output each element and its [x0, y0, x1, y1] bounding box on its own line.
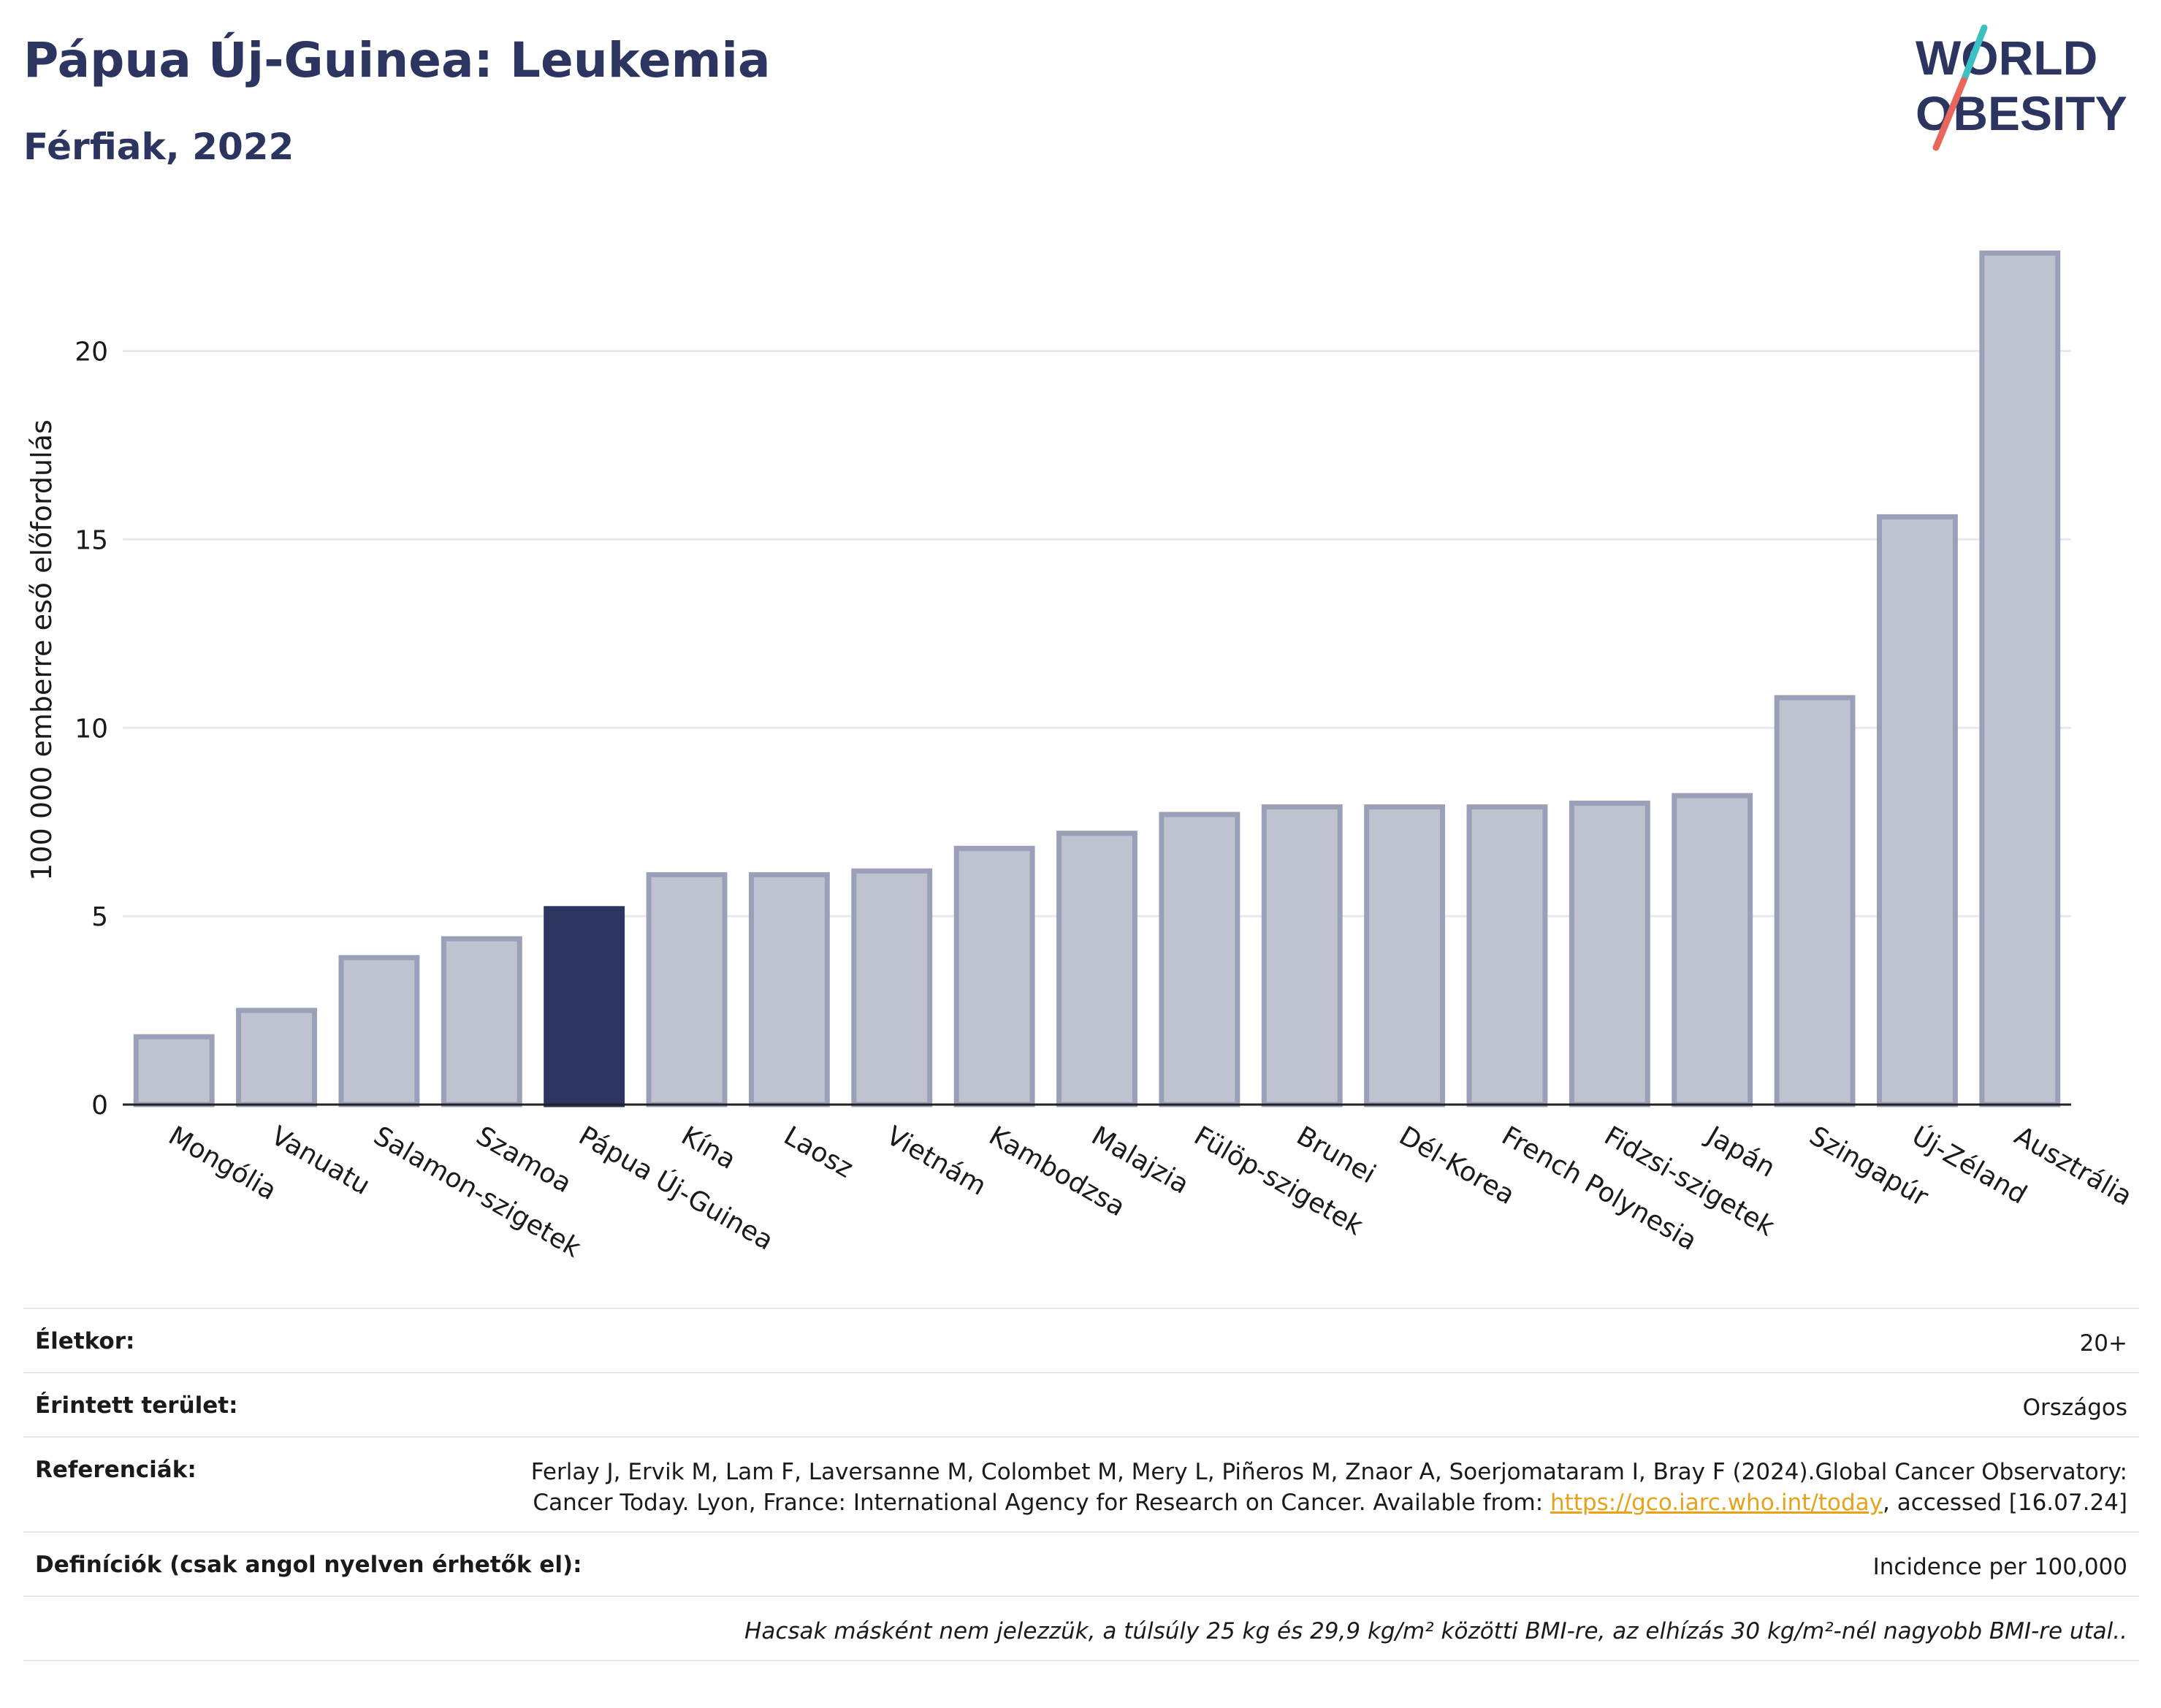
bar-Vietnám[interactable] [851, 868, 933, 1107]
logo-slash-coral [1932, 77, 1967, 151]
bar-Dél-Korea[interactable] [1364, 804, 1446, 1107]
footnote: Hacsak másként nem jelezzük, a túlsúly 2… [744, 1618, 2127, 1644]
x-tick-label: Japán [1700, 1120, 1780, 1183]
x-tick-label: Ausztrália [2009, 1121, 2137, 1212]
area-value: Országos [2022, 1395, 2127, 1421]
bar-Malajzia[interactable] [1056, 831, 1137, 1107]
bar-Pápua Új-Guinea[interactable] [544, 906, 625, 1107]
definitions-value: Incidence per 100,000 [1872, 1554, 2127, 1580]
bar-Szamoa[interactable] [441, 936, 522, 1107]
bar-Brunei[interactable] [1261, 804, 1343, 1107]
meta-row-age: Életkor: 20+ [23, 1308, 2139, 1372]
x-tick-label: Dél-Korea [1394, 1121, 1520, 1211]
meta-row-definitions: Definíciók (csak angol nyelven érhetők e… [23, 1531, 2139, 1595]
x-tick-label: Laosz [779, 1121, 858, 1183]
definitions-label: Definíciók (csak angol nyelven érhetők e… [35, 1552, 582, 1578]
bar-Mongólia[interactable] [133, 1034, 215, 1107]
meta-row-area: Érintett terület: Országos [23, 1372, 2139, 1436]
references-text: Ferlay J, Ervik M, Lam F, Laversanne M, … [530, 1459, 2127, 1516]
x-tick-label: Pápua Új-Guinea [573, 1120, 779, 1256]
bar-Laosz[interactable] [748, 872, 830, 1107]
bar-Fidzsi-szigetek[interactable] [1569, 800, 1650, 1107]
x-tick-label: Vietnám [881, 1121, 991, 1202]
y-tick-label: 10 [75, 714, 108, 744]
references-link[interactable]: https://gco.iarc.who.int/today [1550, 1490, 1883, 1516]
y-tick-label: 5 [91, 902, 108, 932]
bar-Japán[interactable] [1672, 793, 1753, 1107]
references-label: Referenciák: [35, 1457, 197, 1483]
y-tick-label: 0 [91, 1091, 108, 1121]
bar-Ausztrália[interactable] [1979, 250, 2061, 1107]
references-value: Ferlay J, Ervik M, Lam F, Laversanne M, … [447, 1457, 2127, 1518]
age-value: 20+ [2079, 1330, 2127, 1357]
bar-Új-Zéland[interactable] [1877, 514, 1958, 1107]
bar-Salamon-szigetek[interactable] [338, 955, 420, 1107]
world-obesity-logo: WORLD OBESITY [1916, 24, 2127, 151]
chart-subtitle: Férfiak, 2022 [23, 126, 294, 168]
references-accessed: , accessed [16.07.24] [1882, 1490, 2127, 1516]
bar-Vanuatu[interactable] [236, 1007, 317, 1107]
meta-row-references: Referenciák: Ferlay J, Ervik M, Lam F, L… [23, 1436, 2139, 1531]
x-tick-label: Vanuatu [266, 1121, 375, 1201]
y-tick-label: 20 [75, 338, 108, 367]
bar-chart: 05101520MongóliaVanuatuSalamon-szigetekS… [26, 250, 2137, 1264]
y-tick-label: 15 [75, 525, 108, 555]
bar-Kambodzsa[interactable] [953, 845, 1035, 1107]
age-label: Életkor: [35, 1328, 135, 1354]
x-tick-label: Kína [676, 1121, 741, 1175]
bar-Szingapúr[interactable] [1774, 695, 1856, 1107]
chart-title: Pápua Új-Guinea: Leukemia [23, 32, 771, 88]
y-axis-label: 100 000 emberre eső előfordulás [26, 419, 58, 880]
logo-slash-teal [1960, 24, 1988, 84]
bar-Fülöp-szigetek[interactable] [1159, 812, 1240, 1107]
x-tick-label: Fülöp-szigetek [1189, 1121, 1368, 1241]
metadata-table: Életkor: 20+ Érintett terület: Országos … [23, 1308, 2139, 1661]
area-label: Érintett terület: [35, 1392, 238, 1419]
logo-world-text: WORLD [1916, 31, 2097, 85]
x-tick-label: French Polynesia [1496, 1121, 1701, 1257]
bar-French Polynesia[interactable] [1466, 804, 1548, 1107]
meta-row-note: Hacsak másként nem jelezzük, a túlsúly 2… [23, 1595, 2139, 1661]
x-tick-label: Mongólia [164, 1121, 282, 1206]
bar-Kína[interactable] [646, 872, 728, 1107]
